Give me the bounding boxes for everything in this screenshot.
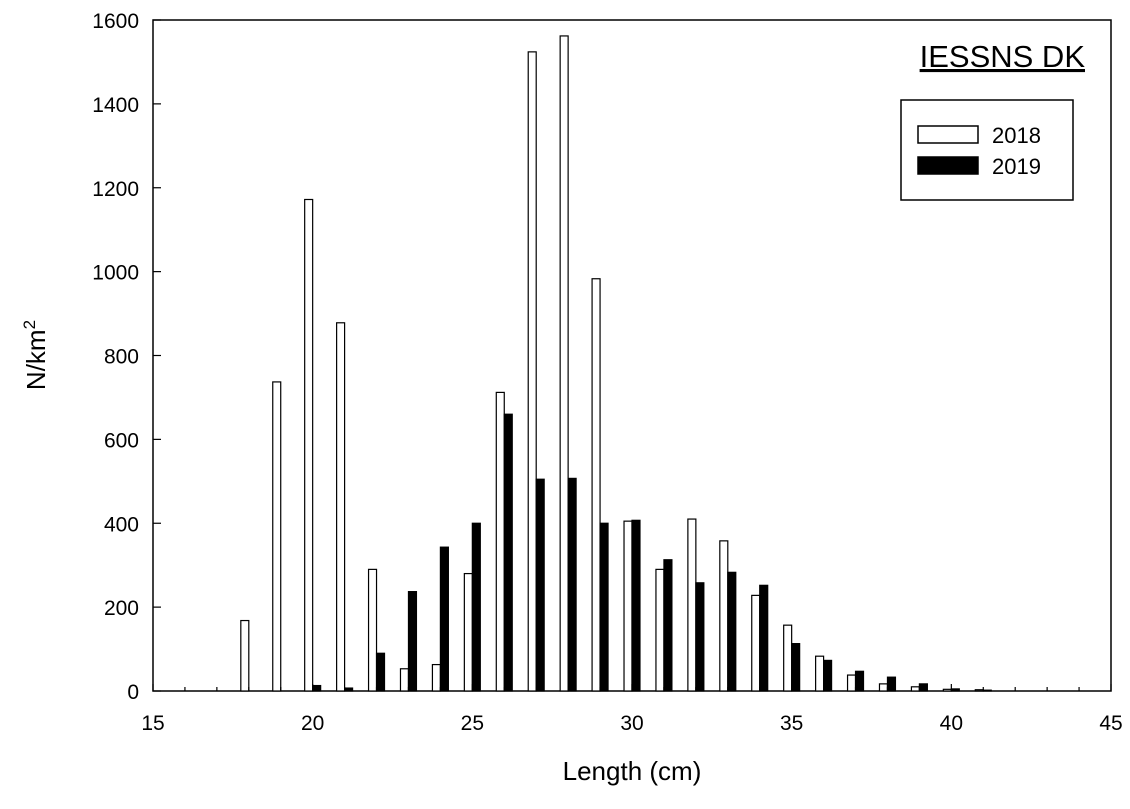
bar-2018-24: [431, 663, 442, 692]
x-axis-ticks: 15 20 25 30 35 40 45: [141, 684, 1123, 735]
bar-2018-18: [240, 619, 250, 692]
bar-2018-26: [495, 391, 505, 692]
y-tick-label: 1000: [92, 262, 139, 285]
y-tick-label: 200: [104, 597, 139, 620]
bar-2019-27: [535, 478, 545, 692]
bar-2019-20: [312, 684, 322, 692]
bar-2019-38: [886, 676, 897, 692]
legend-label-2019: 2019: [992, 154, 1041, 179]
y-axis-title: N/km2: [20, 320, 51, 390]
bar-2019-25: [471, 522, 481, 692]
chart-annotation: IESSNS DK: [920, 39, 1086, 74]
bar-2018-19: [272, 381, 282, 692]
bar-2018-34: [751, 594, 761, 692]
x-tick-label: 45: [1099, 712, 1122, 735]
bar-2018-23: [399, 668, 410, 692]
bar-2019-39: [918, 683, 928, 692]
bar-2019-23: [407, 591, 418, 692]
bar-2018-37: [846, 674, 857, 692]
bar-2019-34: [759, 584, 769, 692]
x-tick-label: 20: [301, 712, 324, 735]
y-axis-ticks: 0 200 400 600 800 1000 1200 1400 1600: [92, 10, 161, 704]
bar-2019-41: [982, 689, 992, 692]
bar-2018-22: [367, 568, 378, 692]
bar-2019-21: [344, 687, 354, 692]
bar-2019-35: [791, 643, 801, 692]
y-tick-label: 400: [104, 513, 139, 536]
y-axis-title-superscript: 2: [20, 320, 39, 329]
plot-area: 15 20 25 30 35 40 45 0 200 400 600 800 1000 1200 1400…: [92, 10, 1122, 735]
bar-2018-32: [687, 518, 697, 692]
y-tick-label: 600: [104, 429, 139, 452]
bar-2018-27: [527, 51, 537, 692]
bar-2018-28: [559, 35, 569, 692]
bar-2018-35: [783, 624, 793, 692]
legend: 2018 2019: [900, 99, 1074, 201]
bar-2019-29: [599, 522, 609, 692]
bar-2019-40: [950, 688, 960, 692]
x-tick-label: 15: [141, 712, 164, 735]
bar-2018-38: [878, 683, 889, 692]
bar-2019-28: [567, 477, 577, 692]
bars: [240, 35, 992, 692]
bar-2018-31: [655, 568, 665, 692]
bar-2019-32: [695, 582, 705, 692]
bar-2019-37: [854, 670, 865, 692]
y-tick-label: 1600: [92, 10, 139, 33]
bar-2018-25: [463, 572, 473, 692]
x-axis-title: Length (cm): [563, 756, 702, 786]
bar-2018-39: [910, 686, 920, 692]
bar-2018-21: [336, 322, 346, 692]
bar-2019-30: [631, 519, 641, 692]
legend-box: [900, 99, 1074, 201]
bar-2018-30: [623, 520, 633, 692]
bar-2018-36: [815, 655, 825, 692]
y-tick-label: 0: [127, 681, 139, 704]
bar-2019-26: [503, 413, 513, 692]
bar-2019-24: [439, 546, 449, 692]
x-tick-label: 30: [620, 712, 643, 735]
legend-swatch-2019: [917, 156, 979, 175]
bar-2018-40: [942, 688, 952, 692]
bar-2018-33: [719, 540, 729, 692]
bar-2019-33: [727, 571, 737, 692]
legend-label-2018: 2018: [992, 123, 1041, 148]
legend-swatch-2018: [917, 125, 979, 144]
bar-2018-20: [304, 198, 314, 692]
y-tick-label: 800: [104, 346, 139, 369]
bar-2018-41: [974, 689, 984, 692]
y-axis-title-main: N/km: [21, 329, 51, 390]
bar-2019-31: [663, 559, 673, 692]
bar-2019-36: [822, 659, 833, 692]
bar-2019-22: [375, 652, 386, 692]
bar-2018-29: [591, 278, 601, 692]
y-tick-label: 1200: [92, 178, 139, 201]
x-tick-label: 25: [461, 712, 484, 735]
y-tick-label: 1400: [92, 94, 139, 117]
x-tick-label: 35: [780, 712, 803, 735]
x-tick-label: 40: [940, 712, 963, 735]
